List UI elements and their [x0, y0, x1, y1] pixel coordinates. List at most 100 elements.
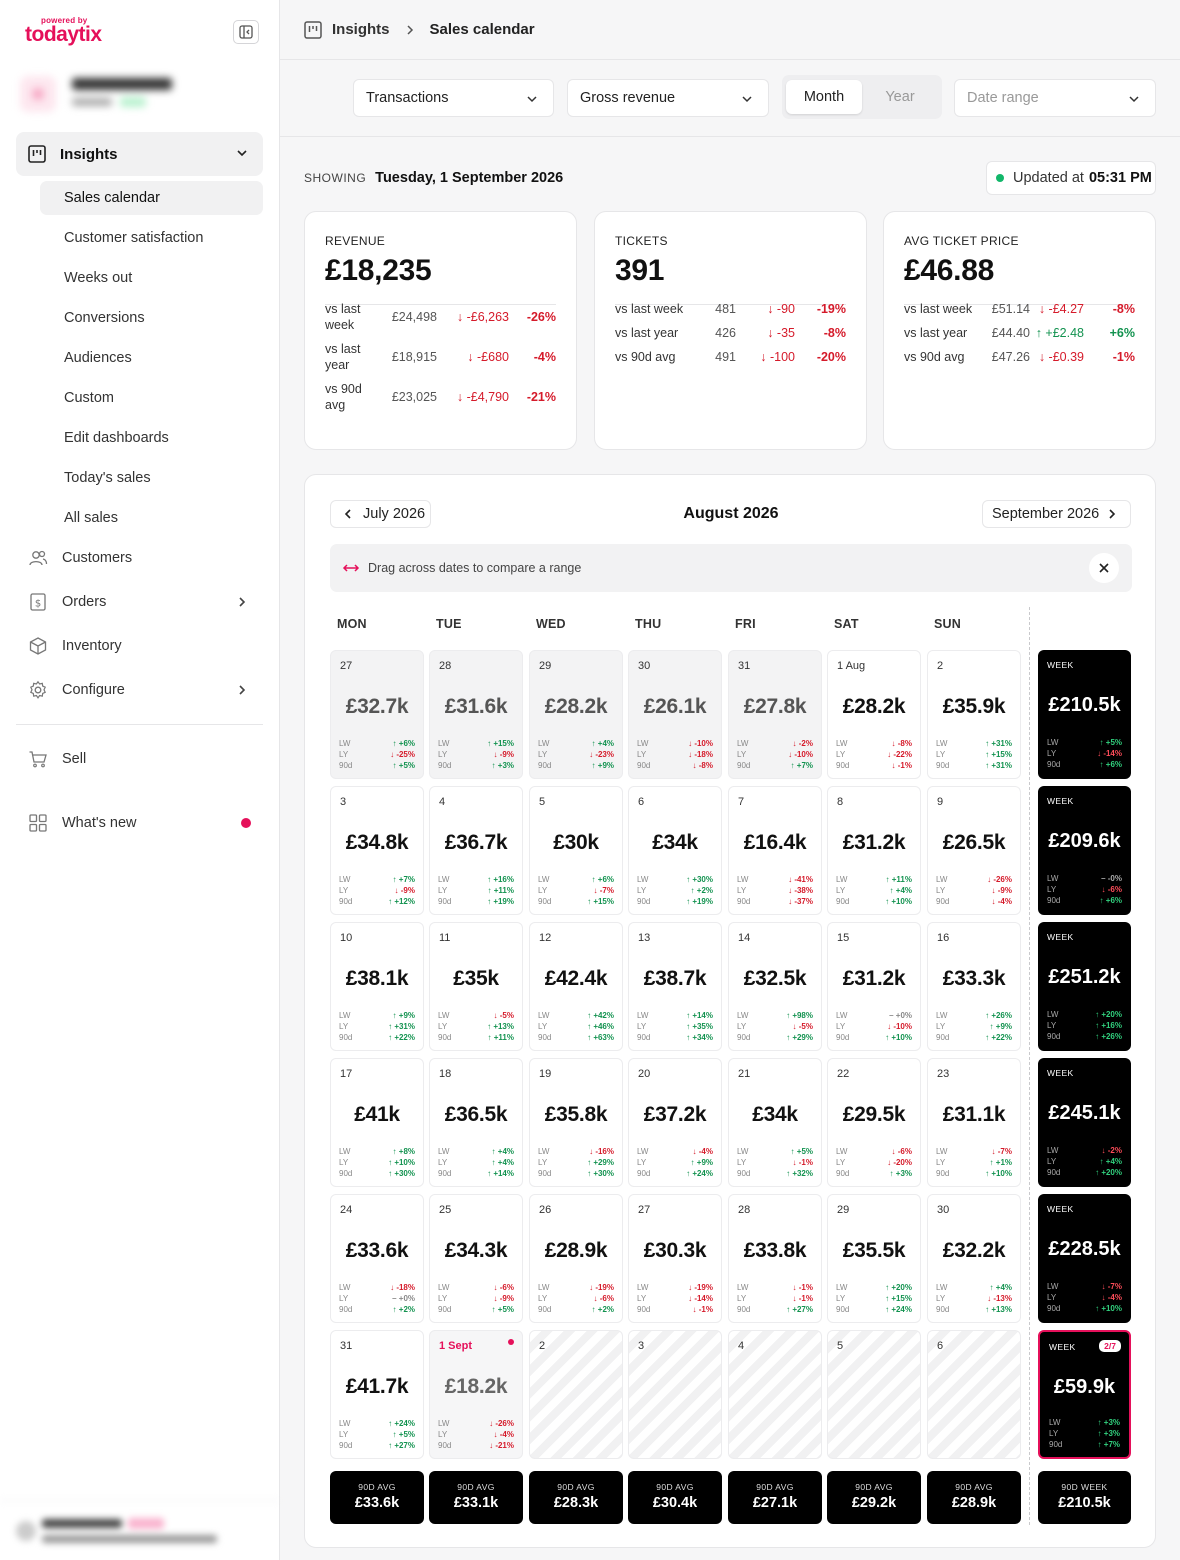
- prev-month-button[interactable]: July 2026: [330, 500, 431, 528]
- calendar-day-cell[interactable]: 4 £36.7k LW ↑ +16% LY ↑ +11% 90d ↑ +19%: [429, 786, 523, 915]
- calendar-day-cell[interactable]: 29 £35.5k LW ↑ +20% LY ↑ +15% 90d ↑ +24%: [827, 1194, 921, 1323]
- calendar-day-cell[interactable]: 18 £36.5k LW ↑ +4% LY ↑ +4% 90d ↑ +14%: [429, 1058, 523, 1187]
- calendar-day-cell[interactable]: 9 £26.5k LW ↓ -26% LY ↓ -9% 90d ↓ -4%: [927, 786, 1021, 915]
- calendar-day-cell[interactable]: 14 £32.5k LW ↑ +98% LY ↓ -5% 90d ↑ +29%: [728, 922, 822, 1051]
- sidebar-subitem-conversions[interactable]: Conversions: [64, 310, 145, 326]
- breadcrumb-root[interactable]: Insights: [332, 21, 390, 38]
- day-number: 5: [837, 1340, 844, 1352]
- sidebar-subitem-sales-calendar[interactable]: Sales calendar: [40, 181, 263, 215]
- sidebar-subitem-today-s-sales[interactable]: Today's sales: [64, 470, 151, 486]
- collapse-sidebar-button[interactable]: [233, 20, 259, 44]
- calendar-day-cell[interactable]: 28 £33.8k LW ↓ -1% LY ↓ -1% 90d ↑ +27%: [728, 1194, 822, 1323]
- calendar-day-cell[interactable]: 28 £31.6k LW ↑ +15% LY ↓ -9% 90d ↑ +3%: [429, 650, 523, 779]
- day-revenue: £35.9k: [942, 695, 1006, 718]
- day-revenue: £41.7k: [345, 1375, 409, 1398]
- calendar-day-cell[interactable]: 5 £30k LW ↑ +6% LY ↓ -7% 90d ↑ +15%: [529, 786, 623, 915]
- calendar-day-cell[interactable]: 10 £38.1k LW ↑ +9% LY ↑ +31% 90d ↑ +22%: [330, 922, 424, 1051]
- sidebar-subitem-weeks-out[interactable]: Weeks out: [64, 270, 133, 286]
- calendar-day-cell[interactable]: 31 £27.8k LW ↓ -2% LY ↓ -10% 90d ↑ +7%: [728, 650, 822, 779]
- calendar-day-cell[interactable]: 19 £35.8k LW ↓ -16% LY ↑ +29% 90d ↑ +30%: [529, 1058, 623, 1187]
- nav-item-configure[interactable]: Configure: [28, 675, 263, 705]
- calendar-day-cell[interactable]: 23 £31.1k LW ↓ -7% LY ↑ +1% 90d ↑ +10%: [927, 1058, 1021, 1187]
- week-total-cell[interactable]: WEEK £209.6k LW – -0% LY ↓ -6% 90d ↑ +6%: [1038, 786, 1131, 915]
- comparison-value-text: +2%: [696, 886, 713, 895]
- calendar-day-cell[interactable]: 30 £32.2k LW ↑ +4% LY ↓ -13% 90d ↑ +13%: [927, 1194, 1021, 1323]
- day-revenue: £31.2k: [842, 831, 906, 854]
- sidebar-subitem-edit-dashboards[interactable]: Edit dashboards: [64, 430, 169, 446]
- calendar-day-cell[interactable]: 21 £34k LW ↑ +5% LY ↓ -1% 90d ↑ +32%: [728, 1058, 822, 1187]
- calendar-day-cell[interactable]: 24 £33.6k LW ↓ -18% LY – +0% 90d ↑ +2%: [330, 1194, 424, 1323]
- close-hint-button[interactable]: [1089, 553, 1119, 583]
- comparison-value-text: +13%: [493, 1022, 514, 1031]
- next-month-button[interactable]: September 2026: [982, 500, 1131, 528]
- calendar-day-cell[interactable]: 16 £33.3k LW ↑ +26% LY ↑ +9% 90d ↑ +22%: [927, 922, 1021, 1051]
- sidebar-subitem-all-sales[interactable]: All sales: [64, 510, 118, 526]
- comparison-delta: ↓ -£6,263: [456, 310, 509, 324]
- nav-group-insights[interactable]: Insights: [16, 132, 263, 176]
- calendar-day-cell[interactable]: 29 £28.2k LW ↑ +4% LY ↓ -23% 90d ↑ +9%: [529, 650, 623, 779]
- calendar-day-cell[interactable]: 26 £28.9k LW ↓ -19% LY ↓ -6% 90d ↑ +2%: [529, 1194, 623, 1323]
- comparison-value: ↓ -38%: [788, 886, 813, 895]
- nav-item-orders[interactable]: $ Orders: [28, 587, 263, 617]
- day-comparison-lw: LW ↑ +20%: [836, 1283, 912, 1294]
- date-range-select[interactable]: Date range: [954, 79, 1156, 117]
- week-total-cell[interactable]: WEEK £245.1k LW ↓ -2% LY ↑ +4% 90d ↑ +20%: [1038, 1058, 1131, 1187]
- calendar-day-cell[interactable]: 30 £26.1k LW ↓ -10% LY ↓ -18% 90d ↓ -8%: [628, 650, 722, 779]
- week-total-cell[interactable]: WEEK £210.5k LW ↑ +5% LY ↓ -14% 90d ↑ +6%: [1038, 650, 1131, 779]
- comparison-value-text: -0%: [1107, 874, 1122, 883]
- week-total-cell[interactable]: WEEK 2/7 £59.9k LW ↑ +3% LY ↑ +3% 90d ↑ +7…: [1038, 1330, 1131, 1459]
- comparison-value: ↓ -14%: [1097, 749, 1122, 758]
- comparison-value-text: -10%: [893, 1022, 912, 1031]
- sidebar-subitem-audiences[interactable]: Audiences: [64, 350, 132, 366]
- transaction-type-select[interactable]: Transactions: [353, 79, 554, 117]
- metric-select[interactable]: Gross revenue: [567, 79, 769, 117]
- trend-arrow-icon: ↑: [491, 1147, 498, 1156]
- calendar-day-cell[interactable]: 7 £16.4k LW ↓ -41% LY ↓ -38% 90d ↓ -37%: [728, 786, 822, 915]
- calendar-day-cell[interactable]: 1 Aug £28.2k LW ↓ -8% LY ↓ -22% 90d ↓ -1%: [827, 650, 921, 779]
- brand-logo[interactable]: powered by todaytix: [25, 16, 102, 45]
- comparison-value: ↓ -9%: [494, 750, 514, 759]
- comparison-label: LW: [339, 1011, 351, 1020]
- day-revenue: £33.8k: [743, 1239, 807, 1262]
- user-profile[interactable]: [0, 1500, 279, 1560]
- comparison-value: ↑ +9%: [691, 1158, 713, 1167]
- trend-arrow-icon: ↑: [1095, 1304, 1102, 1313]
- calendar-day-cell[interactable]: 3 £34.8k LW ↑ +7% LY ↓ -9% 90d ↑ +12%: [330, 786, 424, 915]
- calendar-day-cell[interactable]: 1 Sept £18.2k LW ↓ -26% LY ↓ -4% 90d ↓ -2…: [429, 1330, 523, 1459]
- chevron-down-icon: [527, 96, 537, 103]
- calendar-day-cell[interactable]: 27 £30.3k LW ↓ -19% LY ↓ -14% 90d ↓ -1%: [628, 1194, 722, 1323]
- trend-arrow-icon: ↓: [987, 1294, 994, 1303]
- comparison-value: ↓ -9%: [494, 1294, 514, 1303]
- calendar-day-cell[interactable]: 20 £37.2k LW ↓ -4% LY ↑ +9% 90d ↑ +24%: [628, 1058, 722, 1187]
- day-revenue: £41k: [354, 1103, 400, 1126]
- calendar-day-cell[interactable]: 13 £38.7k LW ↑ +14% LY ↑ +35% 90d ↑ +34%: [628, 922, 722, 1051]
- calendar-day-cell[interactable]: 22 £29.5k LW ↓ -6% LY ↓ -20% 90d ↑ +3%: [827, 1058, 921, 1187]
- nav-item-inventory[interactable]: Inventory: [28, 631, 263, 661]
- calendar-day-cell[interactable]: 27 £32.7k LW ↑ +6% LY ↓ -25% 90d ↑ +5%: [330, 650, 424, 779]
- calendar-day-cell[interactable]: 12 £42.4k LW ↑ +42% LY ↑ +46% 90d ↑ +63%: [529, 922, 623, 1051]
- calendar-day-cell[interactable]: 25 £34.3k LW ↓ -6% LY ↓ -9% 90d ↑ +5%: [429, 1194, 523, 1323]
- period-year-button[interactable]: Year: [885, 89, 915, 105]
- sidebar-subitem-customer-satisfaction[interactable]: Customer satisfaction: [64, 230, 204, 246]
- calendar-day-cell[interactable]: 15 £31.2k LW – +0% LY ↓ -10% 90d ↑ +10%: [827, 922, 921, 1051]
- week-total-cell[interactable]: WEEK £228.5k LW ↓ -7% LY ↓ -4% 90d ↑ +10%: [1038, 1194, 1131, 1323]
- calendar-day-cell[interactable]: 2 £35.9k LW ↑ +31% LY ↑ +15% 90d ↑ +31%: [927, 650, 1021, 779]
- sidebar-subitem-custom[interactable]: Custom: [64, 390, 114, 406]
- comparison-value: ↑ +34%: [686, 1033, 713, 1042]
- calendar-day-cell[interactable]: 17 £41k LW ↑ +8% LY ↑ +10% 90d ↑ +30%: [330, 1058, 424, 1187]
- comparison-value-text: +7%: [1103, 1440, 1120, 1449]
- nav-item-sell[interactable]: Sell: [28, 744, 263, 774]
- nav-item-customers[interactable]: Customers: [28, 543, 263, 573]
- comparison-value: ↑ +27%: [786, 1305, 813, 1314]
- calendar-day-cell[interactable]: 11 £35k LW ↓ -5% LY ↑ +13% 90d ↑ +11%: [429, 922, 523, 1051]
- calendar-day-cell[interactable]: 6 £34k LW ↑ +30% LY ↑ +2% 90d ↑ +19%: [628, 786, 722, 915]
- calendar-day-cell[interactable]: 8 £31.2k LW ↑ +11% LY ↑ +4% 90d ↑ +10%: [827, 786, 921, 915]
- day-comparison-d90: 90d ↑ +2%: [538, 1305, 614, 1316]
- organization-switcher[interactable]: [20, 72, 260, 116]
- nav-item-whats-new[interactable]: What's new: [28, 808, 263, 838]
- period-month-button[interactable]: Month: [786, 80, 862, 114]
- week-comparison-d90: 90d ↑ +7%: [1049, 1440, 1120, 1451]
- calendar-day-cell[interactable]: 31 £41.7k LW ↑ +24% LY ↑ +5% 90d ↑ +27%: [330, 1330, 424, 1459]
- comparison-value: ↑ +29%: [587, 1158, 614, 1167]
- week-total-cell[interactable]: WEEK £251.2k LW ↑ +20% LY ↑ +16% 90d ↑ +2…: [1038, 922, 1131, 1051]
